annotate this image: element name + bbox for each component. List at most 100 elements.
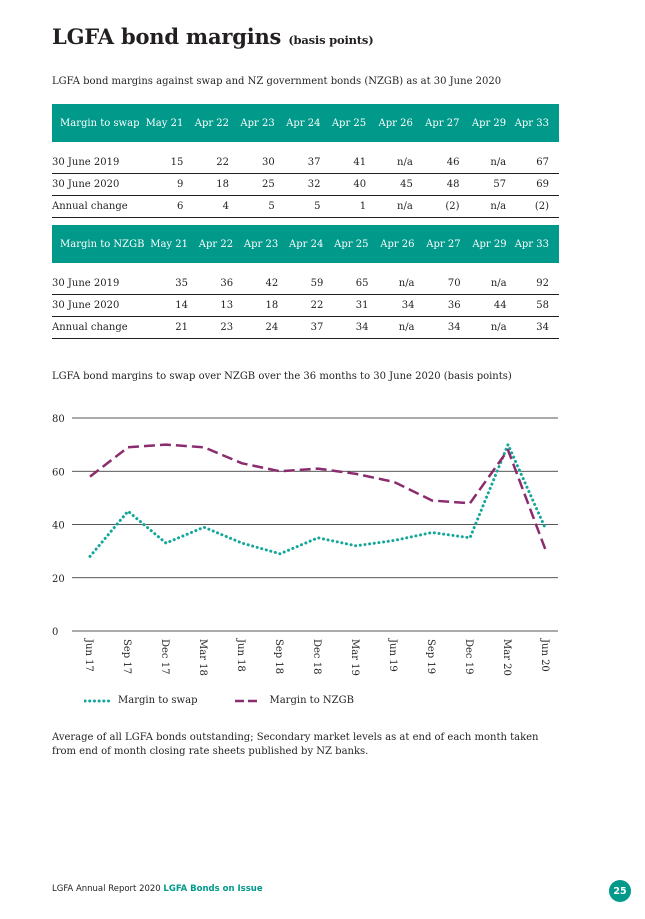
- table-cell: 18: [183, 173, 230, 196]
- y-tick-label: 0: [52, 627, 58, 638]
- row-label: Annual change: [52, 195, 140, 218]
- column-header: Apr 29: [459, 104, 507, 142]
- table-cell: 30: [229, 152, 275, 174]
- column-header: May 21: [139, 104, 184, 142]
- table-cell: 24: [233, 316, 279, 339]
- row-label: 30 June 2020: [52, 173, 140, 196]
- table-cell: 22: [183, 152, 230, 174]
- legend-item-swap: Margin to swap: [84, 695, 197, 706]
- x-tick-label: Jun 19: [387, 638, 398, 672]
- table-cell: 45: [366, 173, 413, 196]
- page-title: LGFA bond margins (basis points): [52, 24, 374, 49]
- table-row: Annual change 6 4 5 5 1 n/a (2) n/a (2): [52, 195, 559, 218]
- table-cell: 34: [368, 294, 415, 317]
- table-cell: 57: [459, 173, 507, 196]
- table-cell: 15: [139, 152, 184, 174]
- column-header: Apr 26: [368, 225, 415, 263]
- table-cell: 34: [506, 316, 559, 339]
- x-tick-label: Jun 17: [83, 638, 94, 672]
- table-cell: 32: [274, 173, 321, 196]
- table-cell: 44: [460, 294, 507, 317]
- table-cell: 23: [187, 316, 234, 339]
- column-header: Apr 26: [366, 104, 413, 142]
- row-label: 30 June 2019: [52, 152, 140, 174]
- x-tick-label: Sep 17: [121, 639, 132, 674]
- row-label: Annual change: [52, 316, 145, 339]
- column-header: Apr 27: [414, 225, 461, 263]
- x-tick-label: Mar 19: [349, 639, 360, 676]
- column-header: Margin to swap: [52, 104, 140, 142]
- table-cell: 42: [233, 273, 279, 295]
- margin-to-swap-table: Margin to swap May 21 Apr 22 Apr 23 Apr 24 Ap…: [52, 104, 559, 218]
- margins-line-chart: 0 20 40 60 80 Jun 17 Sep 17 Dec 17 Mar 18 Jun 18 S…: [52, 414, 558, 676]
- chart-title: LGFA bond margins to swap over NZGB over…: [52, 371, 512, 382]
- table-cell: 37: [278, 316, 324, 339]
- x-tick-label: Sep 18: [273, 639, 284, 674]
- table-cell: (2): [412, 195, 460, 218]
- table-cell: 4: [183, 195, 230, 218]
- table-cell: n/a: [459, 152, 507, 174]
- footer-section-name: LGFA Bonds on Issue: [163, 884, 263, 894]
- table-cell: 65: [323, 273, 369, 295]
- column-header: Apr 22: [183, 104, 230, 142]
- y-tick-label: 80: [52, 414, 65, 425]
- table-row: Annual change 21 23 24 37 34 n/a 34 n/a 34: [52, 316, 559, 339]
- x-tick-label: Mar 18: [197, 639, 208, 676]
- page-title-text: LGFA bond margins: [52, 24, 282, 49]
- legend-item-nzgb: Margin to NZGB: [235, 695, 354, 706]
- table-cell: 25: [229, 173, 275, 196]
- legend-swap-label: Margin to swap: [118, 695, 198, 706]
- column-header: Apr 23: [229, 104, 275, 142]
- page-number-badge: 25: [609, 880, 631, 902]
- x-tick-label: Dec 18: [311, 639, 322, 674]
- x-tick-label: Dec 19: [463, 639, 474, 674]
- table-cell: 40: [320, 173, 367, 196]
- legend-nzgb-key: [235, 699, 262, 702]
- table-cell: 13: [187, 294, 234, 317]
- table-cell: n/a: [368, 273, 415, 295]
- table-cell: 48: [412, 173, 460, 196]
- table-cell: 92: [506, 273, 559, 295]
- chart-footnote: Average of all LGFA bonds outstanding; S…: [52, 732, 539, 757]
- table-cell: 5: [229, 195, 275, 218]
- table-cell: 31: [323, 294, 369, 317]
- row-label: 30 June 2020: [52, 294, 145, 317]
- column-header: Apr 24: [274, 104, 321, 142]
- table-row: 30 June 2020 9 18 25 32 40 45 48 57 69: [52, 173, 559, 196]
- table-cell: 9: [139, 173, 184, 196]
- x-tick-label: Jun 20: [539, 638, 550, 672]
- table-cell: 36: [414, 294, 461, 317]
- column-header: Apr 23: [233, 225, 279, 263]
- column-header: Apr 25: [320, 104, 367, 142]
- legend-nzgb-label: Margin to NZGB: [269, 695, 354, 706]
- y-tick-label: 60: [52, 467, 65, 478]
- column-header: Apr 25: [323, 225, 369, 263]
- footer-report-name: LGFA Annual Report 2020: [52, 884, 161, 894]
- table-cell: 59: [278, 273, 324, 295]
- y-tick-label: 40: [52, 521, 65, 532]
- table-header-row: Margin to NZGB May 21 Apr 22 Apr 23 Apr 24 Ap…: [52, 225, 559, 263]
- column-header: Apr 33: [506, 104, 559, 142]
- table-row: 30 June 2019 35 36 42 59 65 n/a 70 n/a 92: [52, 273, 559, 295]
- table-cell: 21: [144, 316, 188, 339]
- table-cell: 6: [139, 195, 184, 218]
- table-cell: n/a: [459, 195, 507, 218]
- table-cell: 5: [274, 195, 321, 218]
- table-cell: 67: [506, 152, 559, 174]
- table-cell: 34: [414, 316, 461, 339]
- nzgb-series-line: [89, 443, 548, 552]
- page-footer: LGFA Annual Report 2020 LGFA Bonds on Is…: [52, 884, 263, 894]
- table-cell: 14: [144, 294, 188, 317]
- x-tick-label: Sep 19: [425, 639, 436, 674]
- column-header: Apr 27: [412, 104, 460, 142]
- swap-series-line: [88, 443, 548, 558]
- x-tick-label: Dec 17: [159, 639, 170, 674]
- table-cell: 18: [233, 294, 279, 317]
- page-title-unit: (basis points): [288, 33, 374, 47]
- table-cell: 1: [320, 195, 367, 218]
- column-header: Margin to NZGB: [52, 225, 145, 263]
- table-cell: 34: [323, 316, 369, 339]
- table-cell: 37: [274, 152, 321, 174]
- page-subtitle: LGFA bond margins against swap and NZ go…: [52, 76, 502, 87]
- legend-swap-key: [84, 699, 110, 702]
